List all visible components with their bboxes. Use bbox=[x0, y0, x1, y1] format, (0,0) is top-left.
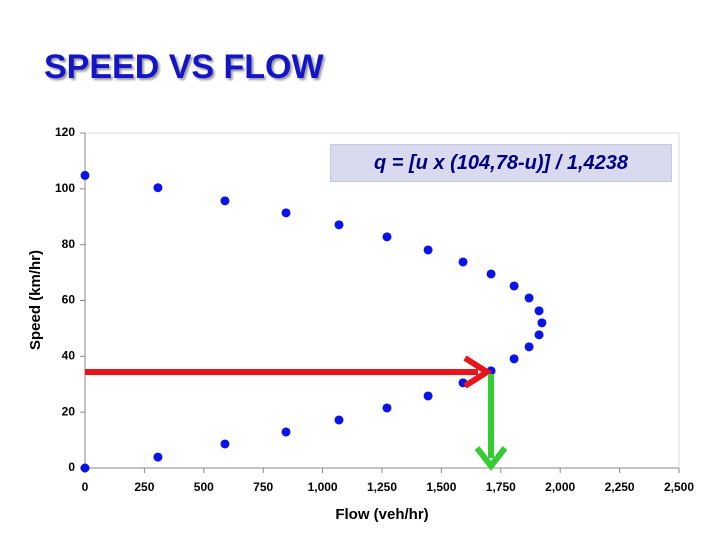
point bbox=[534, 330, 544, 340]
point bbox=[423, 391, 433, 401]
marks: 0 20 40 60 80 100 120 0 250 500 750 1,000 1,250 1,500… bbox=[55, 125, 694, 494]
point bbox=[382, 232, 392, 242]
point bbox=[281, 208, 291, 218]
point bbox=[524, 342, 534, 352]
y-tick-label: 20 bbox=[62, 404, 76, 418]
x-tick-label: 1,500 bbox=[426, 480, 456, 494]
point bbox=[524, 293, 534, 303]
point bbox=[153, 183, 163, 193]
y-tick-label: 40 bbox=[62, 349, 76, 363]
x-tick-label: 1,750 bbox=[486, 480, 516, 494]
x-tick-label: 2,000 bbox=[545, 480, 575, 494]
arrow-green-head bbox=[474, 446, 508, 471]
equation-box: q = [u x (104,78-u)] / 1,4238 bbox=[330, 144, 672, 182]
point bbox=[509, 354, 519, 364]
point bbox=[382, 403, 392, 413]
y-axis-label: Speed (km/hr) bbox=[27, 250, 44, 350]
point bbox=[220, 196, 230, 206]
equation: q = [u x (104,78-u)] / 1,4238 bbox=[374, 152, 628, 174]
point bbox=[534, 306, 544, 316]
plot-frame bbox=[84, 132, 680, 469]
slide-title: SPEED VS FLOW bbox=[44, 48, 324, 86]
x-tick-label: 500 bbox=[194, 480, 214, 494]
x-tick-label: 750 bbox=[253, 480, 273, 494]
arrow-red-head bbox=[463, 355, 493, 389]
y-tick-label: 60 bbox=[62, 293, 76, 307]
point bbox=[458, 257, 468, 267]
point bbox=[334, 220, 344, 230]
x-tick-label: 1,250 bbox=[367, 480, 397, 494]
point bbox=[486, 269, 496, 279]
point bbox=[509, 281, 519, 291]
point bbox=[80, 170, 90, 180]
y-tick-label: 0 bbox=[68, 460, 75, 474]
x-tick-label: 2,500 bbox=[664, 480, 694, 494]
point bbox=[334, 415, 344, 425]
x-axis-label: Flow (veh/hr) bbox=[335, 506, 428, 523]
point bbox=[220, 439, 230, 449]
y-tick-label: 120 bbox=[55, 125, 75, 139]
y-tick-label: 100 bbox=[55, 181, 75, 195]
point bbox=[423, 245, 433, 255]
point bbox=[153, 452, 163, 462]
x-tick-label: 2,250 bbox=[605, 480, 635, 494]
x-tick-label: 250 bbox=[134, 480, 154, 494]
x-tick-label: 1,000 bbox=[308, 480, 338, 494]
y-tick-label: 80 bbox=[62, 237, 76, 251]
x-tick-label: 0 bbox=[82, 480, 89, 494]
point bbox=[281, 427, 291, 437]
point bbox=[537, 318, 547, 328]
point bbox=[80, 463, 90, 473]
